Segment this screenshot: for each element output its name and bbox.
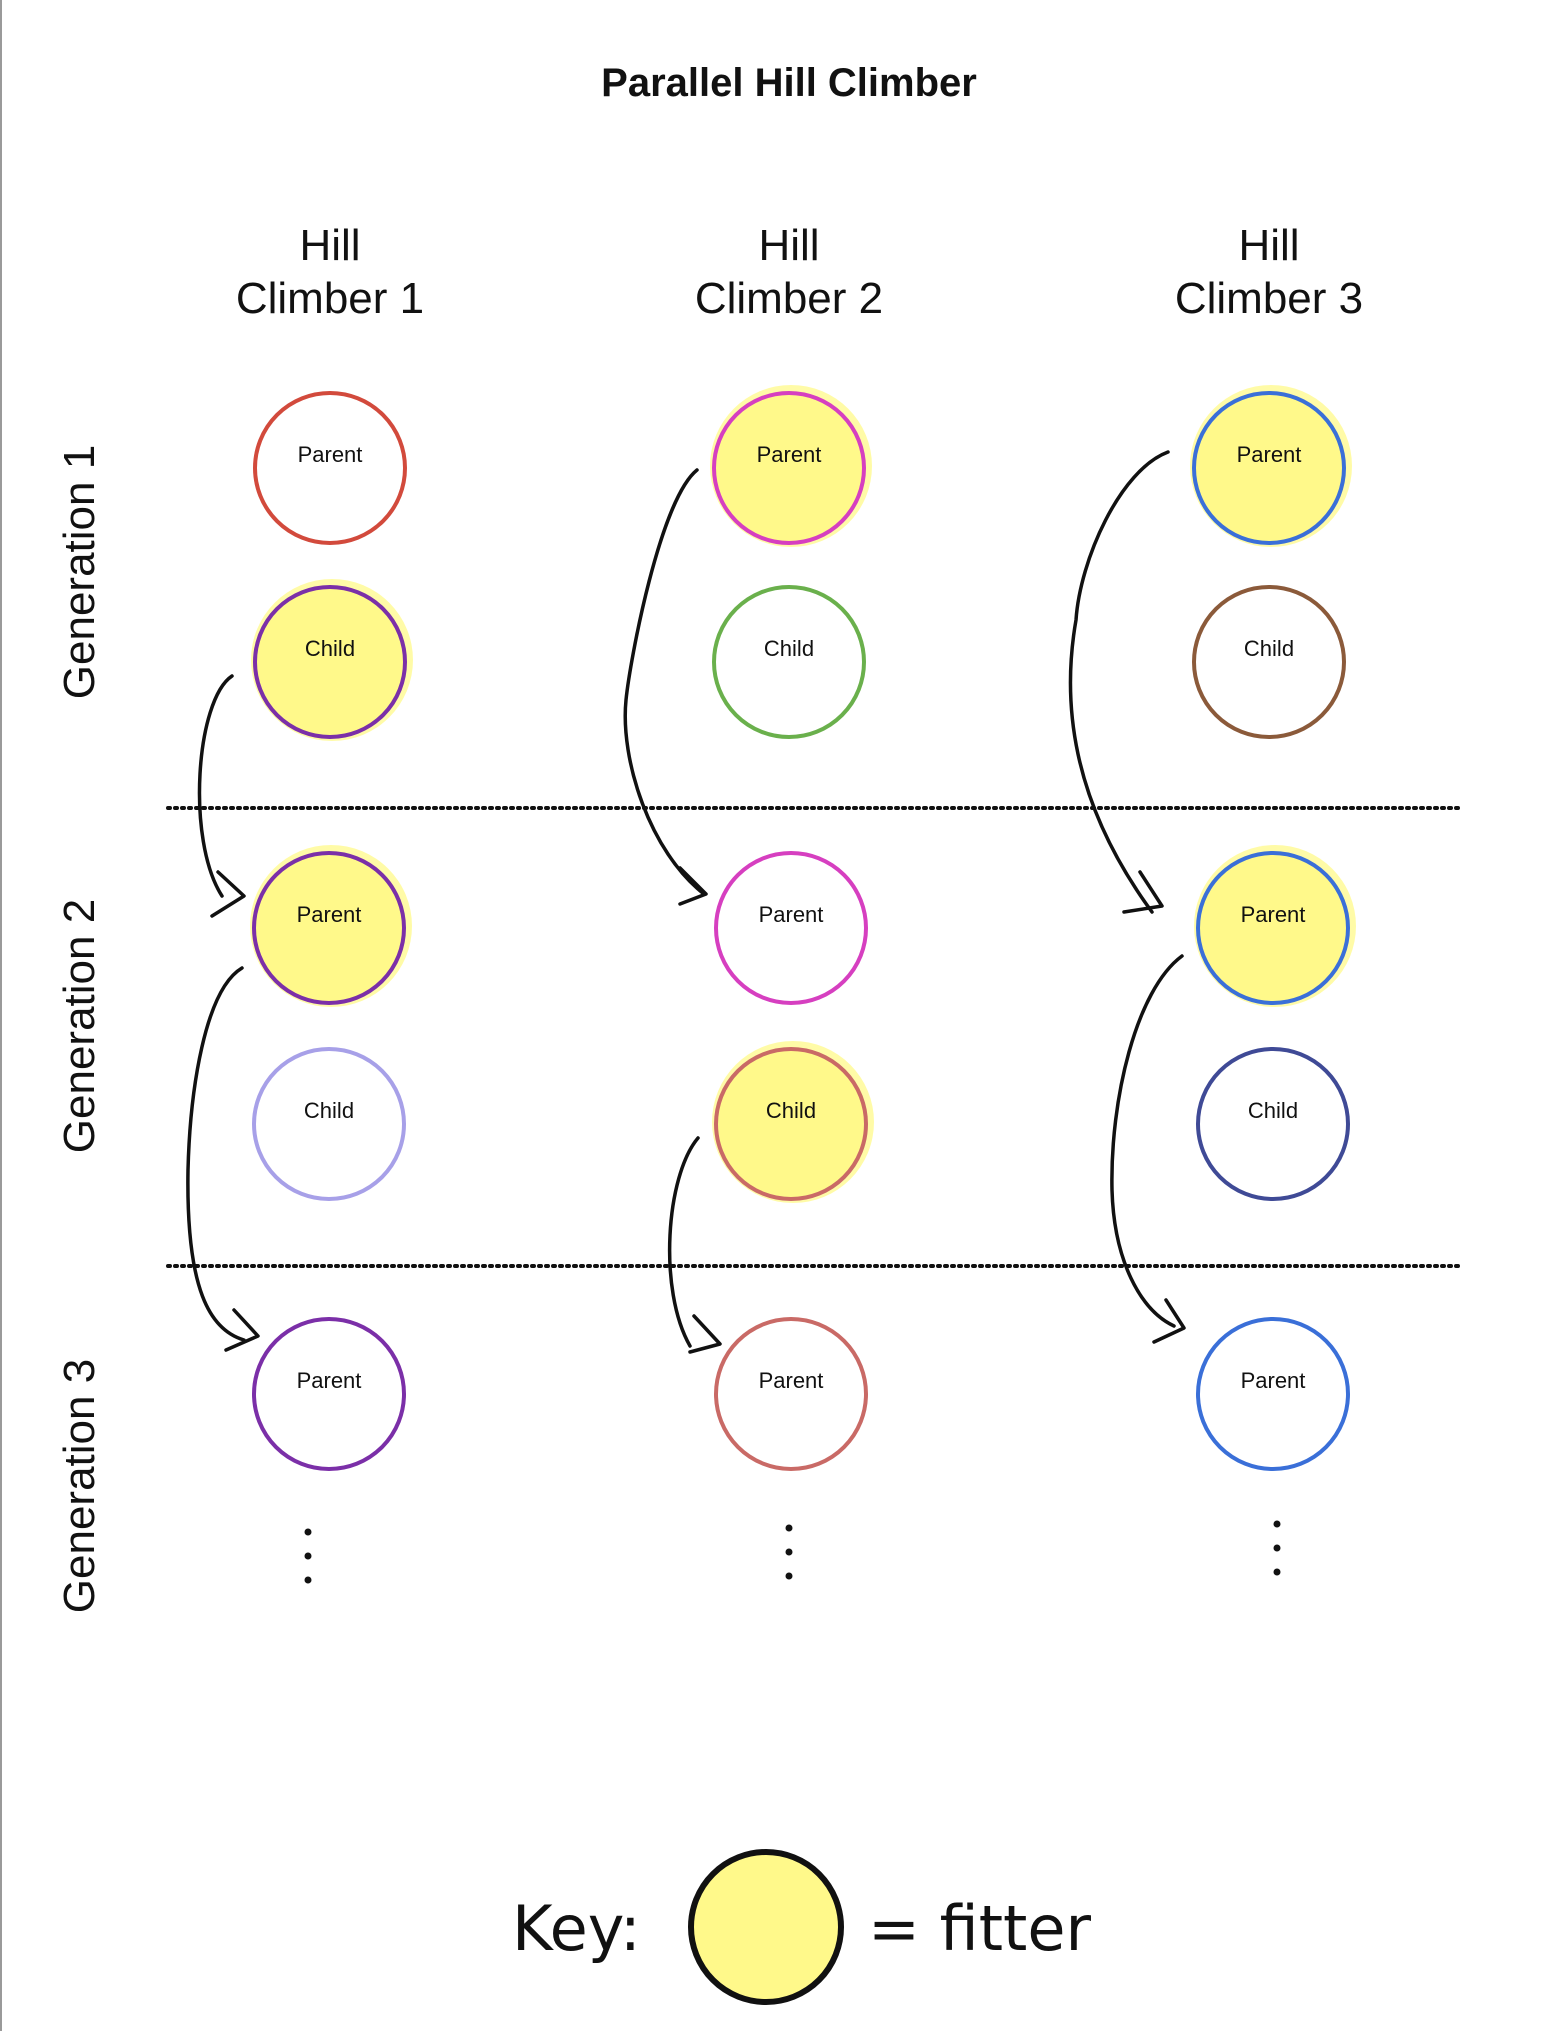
lineage-arrow [186, 966, 260, 1352]
node-circle [1196, 1047, 1350, 1201]
node-label: Child [1244, 636, 1294, 661]
node-label: Parent [1241, 1368, 1306, 1393]
node-label: Child [764, 636, 814, 661]
node-label: Parent [297, 1368, 362, 1393]
node-circle [1192, 585, 1346, 739]
node-parent: Parent [250, 845, 412, 1007]
row-label-generation-3: Generation 3 [55, 1359, 104, 1613]
node-label: Parent [1237, 442, 1302, 467]
arrow-shaft [1110, 954, 1184, 1328]
arrow-shaft [186, 966, 246, 1342]
lineage-arrow [197, 674, 246, 918]
ellipsis-column-1 [304, 1528, 312, 1584]
arrow-shaft [667, 1136, 700, 1348]
key-fitter-swatch [688, 1849, 844, 2005]
column-header-3-line2: Climber 3 [1175, 274, 1363, 323]
key-legend: Key: = fitter [512, 1849, 1091, 2005]
left-border [0, 0, 2, 2031]
node-circle [714, 1047, 868, 1201]
lineage-arrow [1110, 954, 1186, 1344]
lineage-arrow [667, 1136, 722, 1354]
node-circle [253, 585, 407, 739]
column-header-1-line1: Hill [299, 221, 360, 270]
node-label: Parent [757, 442, 822, 467]
node-label: Child [305, 636, 355, 661]
row-label-generation-2: Generation 2 [55, 899, 104, 1153]
arrow-head [678, 866, 708, 906]
column-header-2-line2: Climber 2 [695, 274, 883, 323]
node-circle [1196, 1317, 1350, 1471]
node-circle [1196, 851, 1350, 1005]
arrow-head [1152, 1298, 1186, 1344]
arrow-shaft [623, 468, 706, 896]
node-parent: Parent [252, 1317, 406, 1471]
node-child: Child [712, 585, 866, 739]
arrow-head [1122, 870, 1164, 914]
node-parent: Parent [1194, 845, 1356, 1007]
node-label: Parent [1241, 902, 1306, 927]
node-circle [253, 391, 407, 545]
nodes-layer: Parent Child Parent Child Parent Child Parent C… [250, 385, 1356, 1471]
arrow-head [210, 870, 246, 918]
node-label: Child [766, 1098, 816, 1123]
node-child: Child [251, 579, 413, 741]
key-label: Key: [512, 1892, 641, 1965]
row-label-generation-1: Generation 1 [55, 445, 104, 699]
node-circle [712, 585, 866, 739]
node-label: Parent [759, 1368, 824, 1393]
ellipsis-column-3 [1273, 1520, 1281, 1576]
node-child: Child [712, 1041, 874, 1203]
diagram-title: Parallel Hill Climber [601, 61, 977, 105]
node-label: Child [304, 1098, 354, 1123]
node-circle [252, 851, 406, 1005]
node-circle [1192, 391, 1346, 545]
node-circle [714, 851, 868, 1005]
node-child: Child [1192, 585, 1346, 739]
arrow-head [688, 1314, 722, 1354]
column-header-3: Hill Climber 3 [1175, 221, 1363, 323]
node-parent: Parent [253, 391, 407, 545]
node-child: Child [252, 1047, 406, 1201]
column-header-1-line2: Climber 1 [236, 274, 424, 323]
node-parent: Parent [714, 1317, 868, 1471]
node-label: Parent [759, 902, 824, 927]
lineage-arrow [1068, 450, 1170, 914]
column-header-1: Hill Climber 1 [236, 221, 424, 323]
node-circle [252, 1317, 406, 1471]
column-header-2: Hill Climber 2 [695, 221, 883, 323]
arrows-layer [186, 450, 1186, 1354]
node-circle [714, 1317, 868, 1471]
column-header-3-line1: Hill [1238, 221, 1299, 270]
column-header-2-line1: Hill [758, 221, 819, 270]
ellipsis-column-2 [785, 1524, 793, 1580]
node-label: Parent [298, 442, 363, 467]
node-parent: Parent [714, 851, 868, 1005]
lineage-arrow [623, 468, 708, 906]
node-label: Child [1248, 1098, 1298, 1123]
node-circle [712, 391, 866, 545]
key-meaning: = fitter [868, 1892, 1091, 1965]
arrow-shaft [1068, 450, 1170, 914]
node-parent: Parent [1196, 1317, 1350, 1471]
node-child: Child [1196, 1047, 1350, 1201]
node-parent: Parent [1190, 385, 1352, 547]
node-parent: Parent [710, 385, 872, 547]
arrow-shaft [197, 674, 234, 898]
node-circle [252, 1047, 406, 1201]
node-label: Parent [297, 902, 362, 927]
arrow-head [224, 1308, 260, 1352]
